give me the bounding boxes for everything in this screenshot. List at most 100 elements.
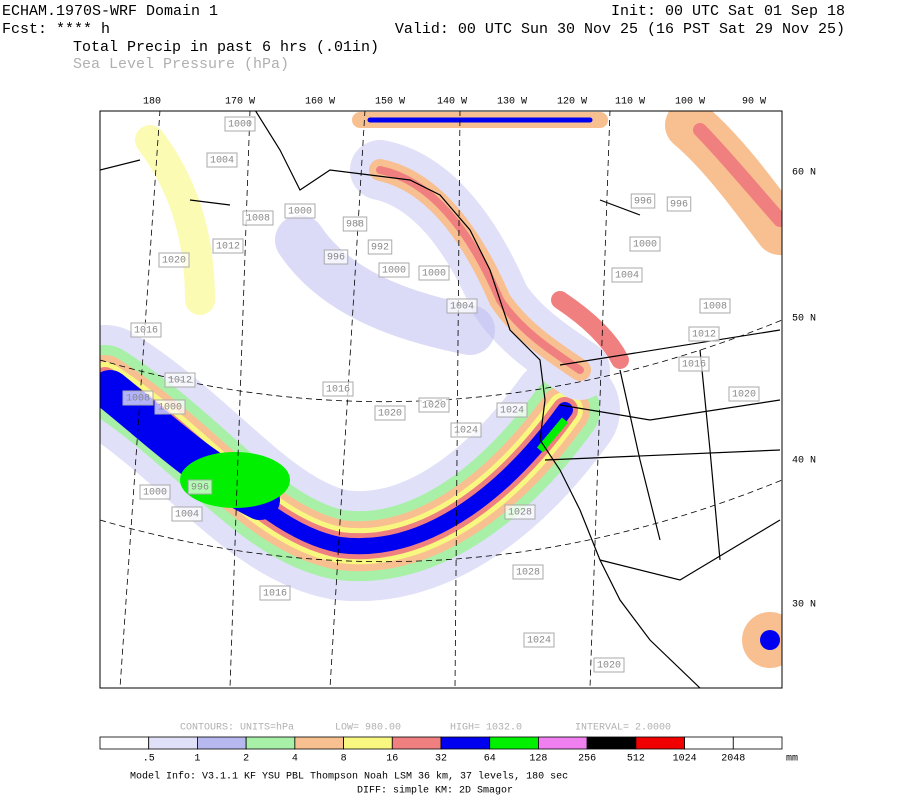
pressure-label: 996 [327,253,345,264]
colorbar-label: .5 [143,754,155,765]
pressure-label: 1004 [210,156,234,167]
latitude-label: 30 N [792,600,816,611]
colorbar-swatch [99,736,150,750]
pressure-label-box [699,298,731,314]
pressure-label-box [130,322,162,338]
pressure-label-box [154,399,186,415]
longitude-label: 180 [143,97,161,108]
colorbar-label: 512 [627,754,645,765]
pressure-label: 1012 [168,376,192,387]
pressure-label: 1020 [597,661,621,672]
colorbar-label: 16 [386,754,398,765]
colorbar-label: 256 [578,754,596,765]
pressure-label-box [678,356,710,372]
contour-high: HIGH= 1032.0 [450,723,522,734]
pressure-label-box [122,390,154,406]
colorbar-swatch [586,736,637,750]
pressure-label: 996 [634,197,652,208]
pressure-label-box [629,236,661,252]
pressure-label-box [446,298,478,314]
pressure-label: 1000 [288,207,312,218]
colorbar-label: 8 [341,754,347,765]
pressure-label: 1000 [228,120,252,131]
longitude-label: 160 W [305,97,335,108]
colorbar-swatch [294,736,344,750]
pressure-label-box [259,585,291,601]
longitude-label: 110 W [615,97,645,108]
contour-units: CONTOURS: UNITS=hPa [180,722,294,734]
pressure-label: 1020 [422,401,446,412]
colorbar-swatch [538,736,588,750]
colorbar-swatch [635,736,685,750]
pressure-label-box [212,238,244,254]
pressure-label: 1008 [246,214,270,225]
latitude-label: 60 N [792,168,816,179]
init-time: Init: 00 UTC Sat 01 Sep 18 [611,3,845,20]
colorbar-label: 32 [435,754,447,765]
pressure-label: 1028 [516,568,540,579]
pressure-label-box [728,386,760,402]
pressure-label: 1004 [175,510,199,521]
pressure-label-box [688,326,720,342]
pressure-label-box [512,564,544,580]
colorbar-label: 1024 [673,754,697,765]
field-title: Sea Level Pressure (hPa) [73,56,289,73]
field-title: Total Precip in past 6 hrs (.01in) [73,39,379,56]
pressure-label: 992 [371,243,389,254]
colorbar-unit: mm [786,754,798,765]
pressure-label: 1024 [527,636,551,647]
pressure-label: 1016 [263,589,287,600]
pressure-label-box [187,479,213,495]
colorbar-swatch [732,736,783,750]
pressure-label-box [418,265,450,281]
contour-low: LOW= 980.00 [335,723,401,734]
longitude-label: 120 W [557,97,587,108]
pressure-label-box [630,193,656,209]
pressure-label-box [224,116,256,132]
colorbar-label: 4 [292,754,298,765]
longitude-label: 140 W [437,97,467,108]
pressure-label-box [342,216,368,232]
colorbar-label: 128 [529,754,547,765]
pressure-label-box [593,657,625,673]
pressure-label: 996 [191,483,209,494]
pressure-label: 1004 [450,302,474,313]
pressure-label: 1020 [162,256,186,267]
longitude-label: 100 W [675,97,705,108]
pressure-label-box [611,267,643,283]
colorbar-label: 1 [194,754,200,765]
contour-interval: INTERVAL= 2.0000 [575,723,671,734]
pressure-label-box [206,152,238,168]
pressure-label: 1016 [326,385,350,396]
pressure-label-box [374,405,406,421]
pressure-label: 1004 [615,271,639,282]
pressure-label-box [418,397,450,413]
colorbar-swatch [148,736,198,750]
pressure-label-box [450,422,482,438]
pressure-label: 1008 [126,394,150,405]
pressure-label-box [139,484,171,500]
colorbar-swatch [440,736,491,750]
pressure-label: 1020 [732,390,756,401]
colorbar-swatch [489,736,539,750]
pressure-label: 1028 [508,508,532,519]
pressure-label: 1024 [454,426,478,437]
forecast-hour: Fcst: **** h [2,21,110,38]
pressure-label-box [367,239,393,255]
pressure-label-box [666,196,692,212]
pressure-label-box [504,504,536,520]
pressure-label: 1024 [500,406,524,417]
pressure-label: 1012 [692,330,716,341]
model-title: ECHAM.1970S-WRF Domain 1 [2,3,218,20]
pressure-label-box [378,262,410,278]
pressure-label-box [242,210,274,226]
pressure-label: 1000 [158,403,182,414]
pressure-label-box [284,203,316,219]
pressure-label: 1000 [143,488,167,499]
pressure-label: 996 [670,200,688,211]
pressure-label-box [164,372,196,388]
colorbar-swatch [245,736,296,750]
pressure-label-box [322,381,354,397]
pressure-label-box [523,632,555,648]
